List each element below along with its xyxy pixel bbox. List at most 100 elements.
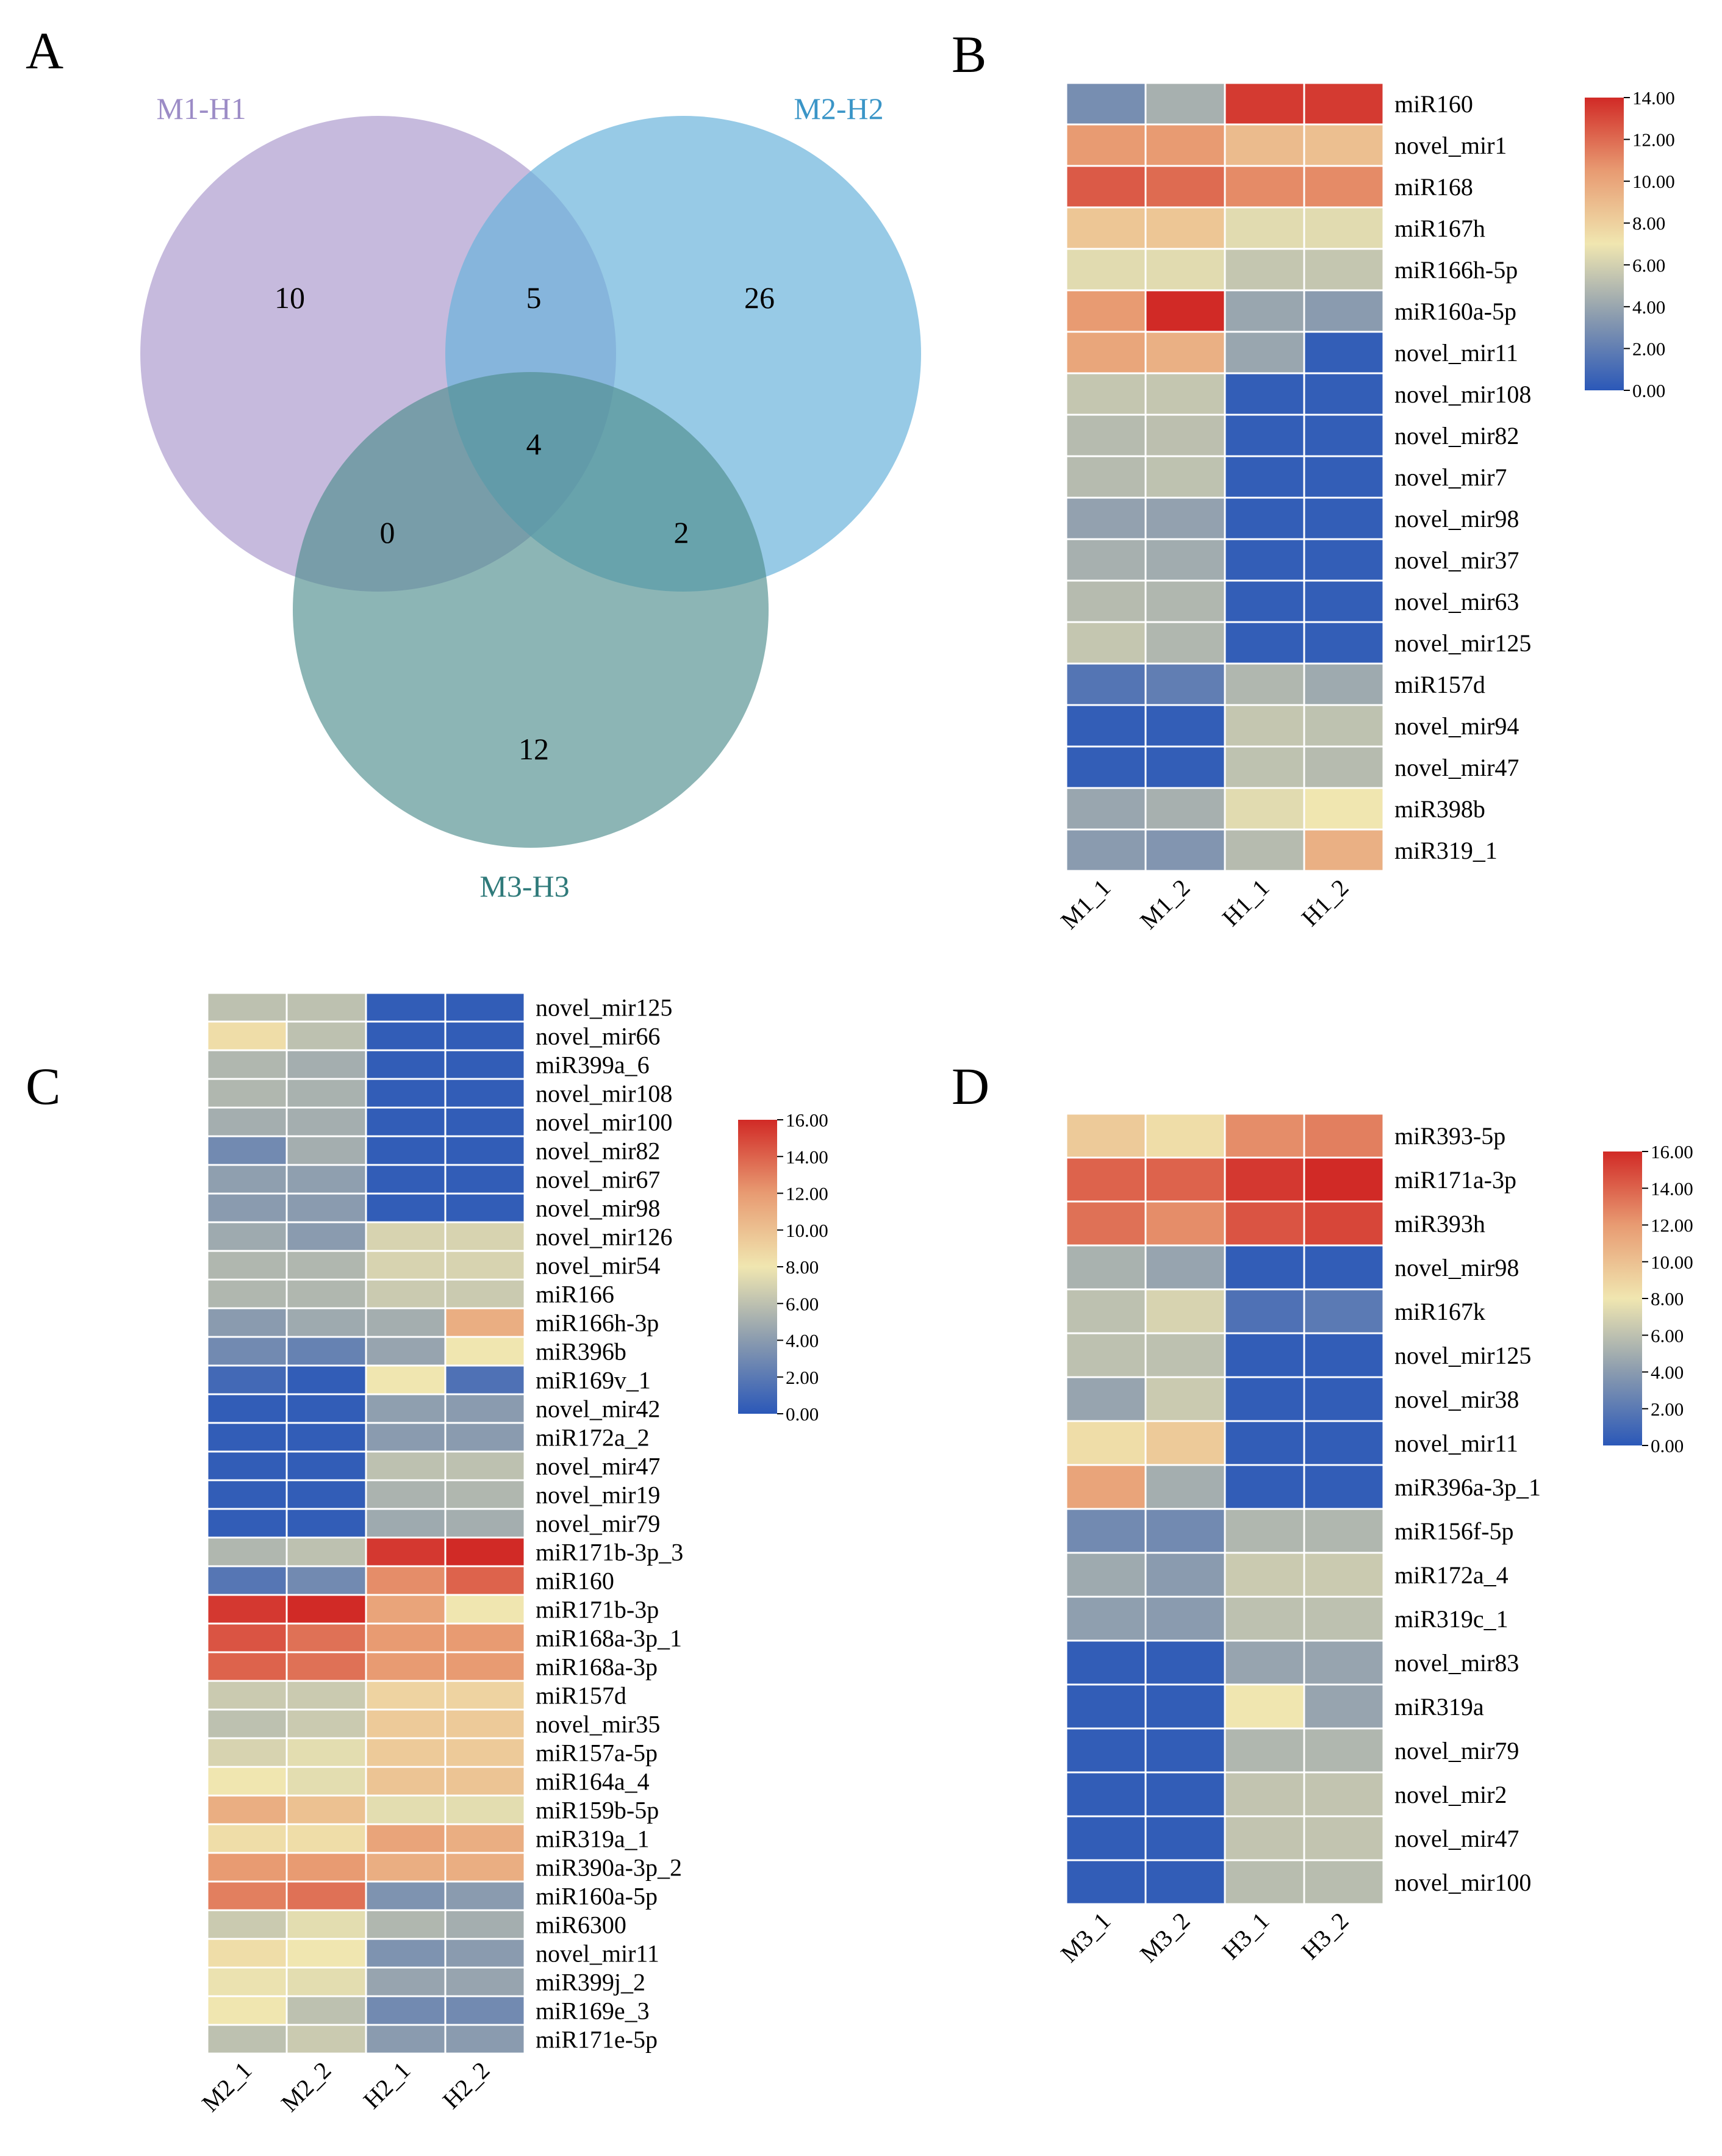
heatmap-cell [444, 1680, 526, 1711]
heatmap-cell [365, 1422, 447, 1453]
heatmap-row-label: novel_mir35 [536, 1711, 660, 1738]
heatmap-row-label: miR166h-5p [1394, 256, 1518, 284]
heatmap-cell [444, 1938, 526, 1969]
venn-count-only-m3-h3: 12 [518, 732, 549, 766]
heatmap-cell [206, 1508, 288, 1539]
heatmap-cell [206, 1995, 288, 2026]
heatmap-cell [1144, 1332, 1226, 1378]
heatmap-row-label: miR6300 [536, 1911, 626, 1939]
heatmap-cell [1303, 579, 1385, 623]
heatmap-row-label: novel_mir100 [1394, 1869, 1531, 1896]
heatmap-cell [1065, 1727, 1147, 1774]
heatmap-row-label: miR390a-3p_2 [536, 1854, 682, 1882]
heatmap-cell [1065, 1112, 1147, 1159]
heatmap-cell [1224, 1420, 1305, 1466]
colorbar-tick-label: 8.00 [786, 1256, 819, 1278]
heatmap-cell [1144, 1464, 1226, 1510]
heatmap-cell [206, 1594, 288, 1625]
heatmap-cell [206, 1737, 288, 1768]
heatmap-cell [285, 1164, 367, 1195]
heatmap-column-label: H2_2 [437, 2057, 495, 2115]
heatmap-row-label: miR396b [536, 1338, 626, 1366]
heatmap-cell [206, 1049, 288, 1080]
heatmap-cell [206, 1536, 288, 1567]
heatmap-cell [1144, 165, 1226, 209]
heatmap-cell [444, 1221, 526, 1252]
heatmap-cell [1065, 1639, 1147, 1686]
heatmap-cell [206, 1192, 288, 1223]
heatmap-cell [365, 1106, 447, 1137]
heatmap-cell [1303, 1771, 1385, 1818]
heatmap-cell [444, 1536, 526, 1567]
venn-circle-m3-h3 [293, 372, 769, 848]
heatmap-cell [1303, 1376, 1385, 1422]
heatmap-cell [1065, 1332, 1147, 1378]
heatmap-row-label: novel_mir11 [536, 1940, 659, 1968]
heatmap-cell [206, 1622, 288, 1653]
heatmap-cell [285, 1823, 367, 1854]
heatmap-cell [1065, 787, 1147, 831]
heatmap-cell [285, 2024, 367, 2055]
heatmap-cell [285, 1708, 367, 1739]
heatmap-row-label: miR171b-3p_3 [536, 1539, 683, 1566]
heatmap-cell [1144, 662, 1226, 706]
heatmap-row-label: novel_mir38 [1394, 1386, 1519, 1413]
heatmap-cell [365, 1336, 447, 1367]
heatmap-cell [1144, 1771, 1226, 1818]
heatmap-cell [1065, 1464, 1147, 1510]
colorbar-tick-label: 8.00 [1651, 1288, 1684, 1309]
heatmap-cell [1144, 496, 1226, 540]
heatmap-cell [206, 1852, 288, 1883]
colorbar-tick-label: 12.00 [1651, 1215, 1693, 1236]
heatmap-cell [206, 1078, 288, 1109]
heatmap-cell [1224, 1683, 1305, 1730]
heatmap-row-label: miR172a_2 [536, 1424, 650, 1452]
heatmap-cell [1144, 787, 1226, 831]
heatmap-cell [444, 1823, 526, 1854]
heatmap-cell [1144, 331, 1226, 374]
heatmap-row-label: miR393h [1394, 1210, 1485, 1237]
heatmap-cell [1065, 165, 1147, 209]
heatmap-row-label: miR169v_1 [536, 1367, 651, 1394]
heatmap-cell [206, 1479, 288, 1510]
venn-count-all-three: 4 [526, 427, 542, 461]
heatmap-row-label: novel_mir79 [536, 1510, 660, 1538]
heatmap-cell [285, 1250, 367, 1281]
heatmap-cell [1065, 704, 1147, 748]
heatmap-cell [285, 1307, 367, 1338]
venn-count-only-m2-h2: 26 [744, 281, 775, 315]
heatmap-row-label: novel_mir2 [1394, 1781, 1507, 1808]
heatmap-cell [1065, 1508, 1147, 1554]
heatmap-cell [1303, 1683, 1385, 1730]
heatmap-row-label: novel_mir94 [1394, 712, 1519, 740]
heatmap-cell [1303, 123, 1385, 167]
heatmap-cell [1224, 621, 1305, 665]
heatmap-cell [206, 1909, 288, 1940]
heatmap-row-label: novel_mir47 [1394, 1825, 1519, 1852]
heatmap-cell [444, 1393, 526, 1424]
heatmap-cell [1224, 1639, 1305, 1686]
heatmap-cell [1224, 1815, 1305, 1861]
heatmap-cell [1224, 496, 1305, 540]
heatmap-row-label: miR157a-5p [536, 1739, 658, 1767]
heatmap-cell [444, 1450, 526, 1481]
heatmap-cell [1144, 1815, 1226, 1861]
heatmap-cell [1065, 414, 1147, 457]
heatmap-cell [1224, 1244, 1305, 1291]
heatmap-cell [285, 1651, 367, 1682]
heatmap-cell [1224, 538, 1305, 582]
colorbar-tick-label: 6.00 [1651, 1325, 1684, 1346]
heatmap-cell [1144, 1508, 1226, 1554]
heatmap-cell [1224, 579, 1305, 623]
heatmap-cell [365, 1078, 447, 1109]
colorbar-tick-label: 16.00 [1651, 1141, 1693, 1162]
heatmap-cell [365, 1536, 447, 1567]
venn-label-m1-h1: M1-H1 [156, 91, 246, 126]
heatmap-cell [444, 1278, 526, 1309]
heatmap-cell [1303, 704, 1385, 748]
heatmap-cell [1224, 662, 1305, 706]
heatmap-row-label: miR319a_1 [536, 1825, 650, 1853]
heatmap-cell [1065, 662, 1147, 706]
heatmap-cell [444, 1336, 526, 1367]
